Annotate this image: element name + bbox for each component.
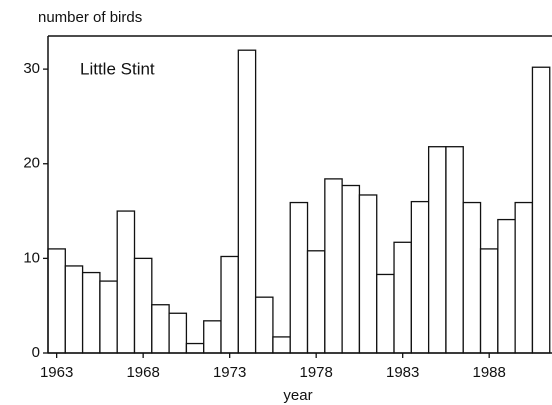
bar — [497, 218, 516, 354]
y-tick-label: 10 — [23, 249, 40, 266]
y-tick-label: 0 — [32, 344, 40, 361]
bar — [289, 201, 309, 354]
x-tick-label: 1968 — [126, 364, 159, 381]
bar — [514, 201, 534, 354]
bar — [393, 241, 412, 354]
bar — [254, 296, 274, 354]
y-tick-label: 20 — [23, 155, 40, 172]
bar — [203, 320, 222, 354]
bar — [376, 273, 395, 354]
bar — [531, 66, 551, 354]
bar — [462, 201, 482, 354]
x-axis-label: year — [283, 387, 312, 404]
bar — [237, 49, 257, 354]
x-tick-label: 1963 — [40, 364, 73, 381]
bar — [220, 255, 239, 354]
bar — [81, 271, 101, 354]
bar — [427, 146, 447, 354]
x-tick-label: 1988 — [473, 364, 506, 381]
bar — [445, 146, 464, 354]
bar — [306, 250, 326, 354]
bar — [99, 280, 118, 354]
bar — [47, 248, 66, 354]
x-tick-label: 1978 — [299, 364, 332, 381]
x-tick-label: 1973 — [213, 364, 246, 381]
bar — [133, 257, 153, 354]
bar — [64, 265, 84, 354]
bar — [324, 178, 343, 354]
y-tick-label: 30 — [23, 60, 40, 77]
bar — [358, 194, 378, 354]
annotation: Little Stint — [80, 59, 155, 78]
bar — [116, 210, 136, 354]
bar — [272, 336, 291, 354]
y-axis-label: number of birds — [38, 9, 142, 26]
x-tick-label: 1983 — [386, 364, 419, 381]
bar — [410, 200, 430, 354]
bar — [185, 342, 205, 354]
bar — [151, 304, 170, 354]
bar — [479, 248, 499, 354]
bar — [341, 184, 361, 354]
bar — [168, 312, 188, 354]
